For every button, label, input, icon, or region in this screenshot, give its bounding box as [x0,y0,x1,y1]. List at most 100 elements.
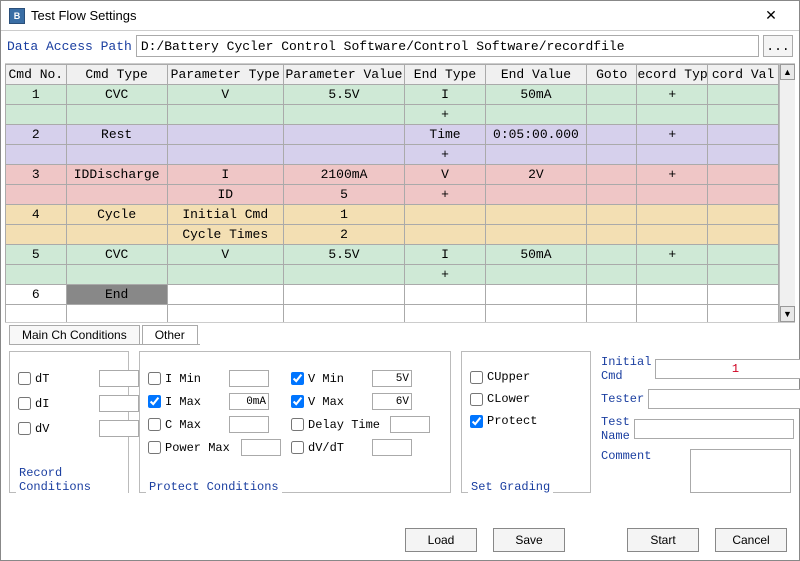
table-cell[interactable] [167,265,283,285]
close-button[interactable]: ✕ [751,2,791,30]
table-cell[interactable] [586,265,637,285]
table-cell[interactable] [167,125,283,145]
table-row[interactable]: 2RestTime0:05:00.000+ [6,125,779,145]
column-header[interactable]: End Value [485,65,586,85]
comment-input[interactable] [690,449,791,493]
table-row[interactable]: 4CycleInitial Cmd1 [6,205,779,225]
cancel-button[interactable]: Cancel [715,528,787,552]
column-header[interactable]: Cmd Type [66,65,167,85]
table-row[interactable]: + [6,145,779,165]
cmax-checkbox[interactable] [148,418,161,431]
cupper-checkbox[interactable] [470,371,483,384]
table-cell[interactable] [167,145,283,165]
di-checkbox[interactable] [18,397,31,410]
table-cell[interactable]: IDDischarge [66,165,167,185]
dvdt-value[interactable] [372,439,412,456]
table-cell[interactable] [586,85,637,105]
pmax-checkbox[interactable] [148,441,161,454]
table-cell[interactable] [586,185,637,205]
testname-input[interactable] [634,419,794,439]
column-header[interactable]: ecord Typ [637,65,708,85]
table-cell[interactable]: 0:05:00.000 [485,125,586,145]
table-cell[interactable]: 5.5V [283,245,404,265]
table-cell[interactable] [66,145,167,165]
table-cell[interactable] [708,125,779,145]
table-cell[interactable] [405,305,486,323]
table-cell[interactable] [485,285,586,305]
table-cell[interactable]: Cycle [66,205,167,225]
table-cell[interactable] [637,185,708,205]
imin-value[interactable] [229,370,269,387]
table-cell[interactable] [708,225,779,245]
table-cell[interactable]: Cycle Times [167,225,283,245]
table-cell[interactable] [637,225,708,245]
table-cell[interactable] [283,105,404,125]
table-cell[interactable]: 50mA [485,245,586,265]
table-cell[interactable] [405,225,486,245]
command-table[interactable]: Cmd No.Cmd TypeParameter TypeParameter V… [5,64,779,322]
table-cell[interactable] [6,185,67,205]
table-cell[interactable] [6,145,67,165]
table-cell[interactable]: + [405,145,486,165]
delay-checkbox[interactable] [291,418,304,431]
table-cell[interactable]: 2100mA [283,165,404,185]
vmax-checkbox[interactable] [291,395,304,408]
table-cell[interactable]: ID [167,185,283,205]
table-cell[interactable] [586,165,637,185]
table-cell[interactable] [708,305,779,323]
table-cell[interactable] [708,285,779,305]
table-cell[interactable] [66,265,167,285]
table-cell[interactable]: I [405,85,486,105]
tab-other[interactable]: Other [142,325,198,344]
table-cell[interactable]: 50mA [485,85,586,105]
cmax-value[interactable] [229,416,269,433]
table-row[interactable] [6,305,779,323]
dt-checkbox[interactable] [18,372,31,385]
vertical-scrollbar[interactable]: ▲ ▼ [779,64,795,322]
table-cell[interactable] [637,105,708,125]
table-cell[interactable] [283,285,404,305]
table-cell[interactable]: + [405,105,486,125]
table-cell[interactable] [708,145,779,165]
table-cell[interactable] [708,245,779,265]
table-cell[interactable] [637,205,708,225]
table-cell[interactable]: 5 [283,185,404,205]
table-cell[interactable]: CVC [66,85,167,105]
table-cell[interactable] [6,265,67,285]
table-cell[interactable]: CVC [66,245,167,265]
table-row[interactable]: + [6,265,779,285]
table-cell[interactable] [708,165,779,185]
table-cell[interactable] [586,125,637,145]
protect-checkbox[interactable] [470,415,483,428]
table-row[interactable]: 5CVCV5.5VI50mA+ [6,245,779,265]
table-cell[interactable]: + [637,245,708,265]
table-row[interactable]: 1CVCV5.5VI50mA+ [6,85,779,105]
table-cell[interactable]: Time [405,125,486,145]
table-cell[interactable] [66,185,167,205]
column-header[interactable]: Cmd No. [6,65,67,85]
table-cell[interactable] [485,305,586,323]
table-cell[interactable] [485,105,586,125]
table-cell[interactable] [485,265,586,285]
table-cell[interactable] [283,265,404,285]
table-cell[interactable] [283,125,404,145]
initial-cmd-input[interactable] [655,359,800,379]
table-cell[interactable]: 3 [6,165,67,185]
table-row[interactable]: 6End [6,285,779,305]
table-cell[interactable]: 4 [6,205,67,225]
table-cell[interactable] [586,305,637,323]
table-cell[interactable]: 5 [6,245,67,265]
table-cell[interactable] [405,285,486,305]
table-cell[interactable] [637,265,708,285]
table-cell[interactable] [586,145,637,165]
table-cell[interactable]: 2V [485,165,586,185]
table-cell[interactable] [405,205,486,225]
delay-value[interactable] [390,416,430,433]
table-cell[interactable]: 6 [6,285,67,305]
table-cell[interactable] [485,185,586,205]
vmin-value[interactable] [372,370,412,387]
column-header[interactable]: Parameter Type [167,65,283,85]
table-cell[interactable] [66,105,167,125]
clower-checkbox[interactable] [470,393,483,406]
tab-main-conditions[interactable]: Main Ch Conditions [9,325,140,344]
